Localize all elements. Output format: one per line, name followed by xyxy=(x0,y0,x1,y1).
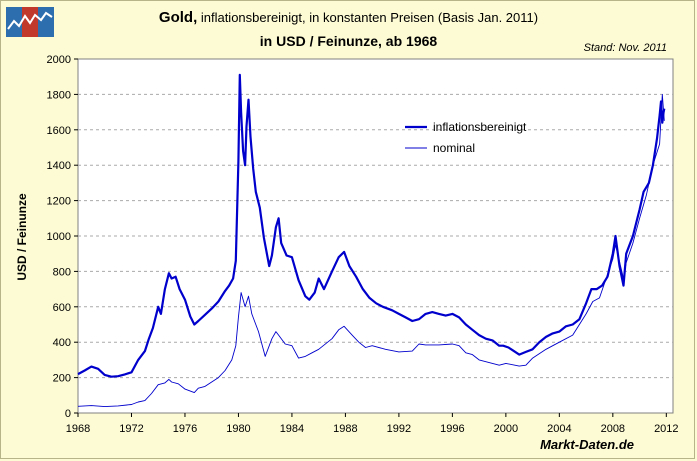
y-tick-label: 1600 xyxy=(47,125,71,137)
chart-subtitle: in USD / Feinunze, ab 1968 xyxy=(259,33,438,49)
y-tick-label: 1400 xyxy=(47,160,71,172)
legend-label-inflationsbereinigt: inflationsbereinigt xyxy=(433,120,527,134)
series-line-inflationsbereinigt xyxy=(77,73,666,378)
series-lines xyxy=(77,73,666,408)
y-tick-label: 400 xyxy=(53,337,71,349)
x-tick-label: 1984 xyxy=(280,423,304,435)
y-tick-label: 200 xyxy=(53,373,71,385)
chart-title: Gold, inflationsbereinigt, in konstanten… xyxy=(0,9,697,26)
logo-zigzag xyxy=(7,11,53,30)
stand-date: Stand: Nov. 2011 xyxy=(583,42,667,54)
y-axis: 0 200 400 600 800 1000 1200 1400 1600 1800 2000 xyxy=(47,54,78,420)
x-tick-label: 2004 xyxy=(547,423,571,435)
x-tick-label: 1972 xyxy=(119,423,143,435)
x-axis: 1968 1972 1976 1980 1984 1988 1992 1996 2000 2004… xyxy=(66,413,679,435)
y-tick-label: 1200 xyxy=(47,196,71,208)
x-tick-label: 1992 xyxy=(387,423,411,435)
legend-label-nominal: nominal xyxy=(433,141,475,155)
legend: inflationsbereinigt nominal xyxy=(405,120,527,155)
x-tick-label: 2012 xyxy=(654,423,678,435)
chart-title-rest: inflationsbereinigt, in konstanten Preis… xyxy=(197,10,539,25)
series-line-nominal xyxy=(77,93,665,408)
x-tick-label: 1988 xyxy=(333,423,357,435)
y-tick-label: 2000 xyxy=(47,54,71,66)
x-tick-label: 2008 xyxy=(601,423,625,435)
chart-title-bold: Gold, xyxy=(158,9,198,26)
y-tick-label: 1000 xyxy=(47,231,71,243)
markt-daten-logo xyxy=(6,7,54,37)
x-tick-label: 1996 xyxy=(440,423,464,435)
y-tick-label: 1800 xyxy=(47,89,71,101)
y-tick-label: 800 xyxy=(53,266,71,278)
y-tick-label: 0 xyxy=(65,408,71,420)
brand-label: Markt-Daten.de xyxy=(540,437,634,452)
x-tick-label: 2000 xyxy=(494,423,518,435)
plot-area xyxy=(77,58,674,414)
x-tick-label: 1976 xyxy=(173,423,197,435)
x-tick-label: 1980 xyxy=(226,423,250,435)
y-tick-label: 600 xyxy=(53,302,71,314)
x-tick-label: 1968 xyxy=(66,423,90,435)
